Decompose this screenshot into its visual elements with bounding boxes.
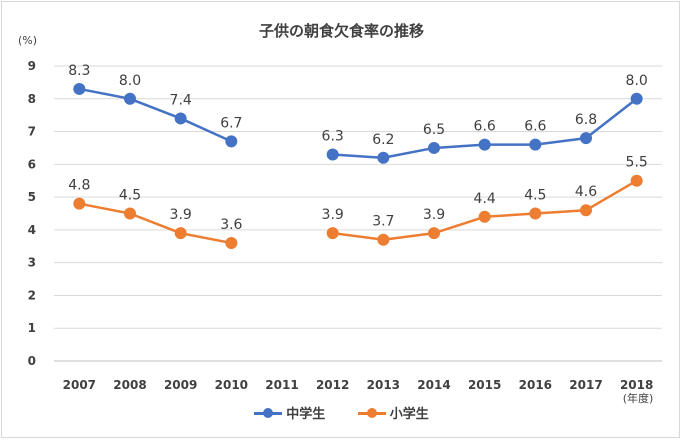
line-junior-high-segment-0 <box>79 87 232 143</box>
x-tick-2018: 2018 <box>620 378 653 392</box>
point-elementary-2010 <box>225 237 238 249</box>
y-tick-7: 7 <box>28 125 36 139</box>
point-junior-high-2016 <box>529 138 542 151</box>
y-tick-4: 4 <box>28 223 36 237</box>
data-label-elementary-2010: 3.6 <box>220 217 242 233</box>
x-tick-2016: 2016 <box>519 378 552 392</box>
data-label-elementary-2016: 4.5 <box>524 188 546 204</box>
data-label-junior-high-2014: 6.5 <box>423 122 445 138</box>
point-elementary-2007 <box>73 197 86 210</box>
y-tick-8: 8 <box>28 92 36 106</box>
chart-title: 子供の朝食欠食率の推移 <box>258 22 424 40</box>
legend-label-elementary: 小学生 <box>389 407 429 422</box>
point-junior-high-2013 <box>377 151 390 164</box>
series-junior-high: 8.3 8.0 7.4 6.7 6.3 6.2 6.5 6.6 6.6 6.8 8.0 <box>68 63 648 164</box>
data-label-junior-high-2009: 7.4 <box>170 92 192 108</box>
y-tick-2: 2 <box>28 288 36 302</box>
data-label-junior-high-2018: 8.0 <box>626 73 648 89</box>
series-elementary: 4.8 4.5 3.9 3.6 3.9 3.7 3.9 4.4 4.5 4.6 5.5 <box>68 155 648 249</box>
data-label-elementary-2015: 4.4 <box>474 191 496 207</box>
point-junior-high-2009 <box>174 112 187 125</box>
point-junior-high-2007 <box>73 82 86 95</box>
point-junior-high-2008 <box>124 92 136 105</box>
legend: 中学生 小学生 <box>0 403 683 423</box>
point-elementary-2016 <box>529 207 542 220</box>
point-elementary-2014 <box>428 227 440 240</box>
x-tick-2011: 2011 <box>265 378 298 392</box>
y-tick-9: 9 <box>28 59 36 73</box>
point-elementary-2012 <box>326 227 339 240</box>
y-axis: 0 1 2 3 4 5 6 7 8 9 <box>28 59 36 368</box>
series-group: 8.3 8.0 7.4 6.7 6.3 6.2 6.5 6.6 6.6 6.8 8.0 4.8 4.5 3… <box>68 63 648 249</box>
x-axis: 2007 2008 2009 2010 2011 2012 2013 2014 2015 2016… <box>63 378 654 392</box>
point-elementary-2008 <box>124 207 136 220</box>
x-tick-2009: 2009 <box>164 378 197 392</box>
point-junior-high-2015 <box>478 138 491 151</box>
x-tick-2012: 2012 <box>316 378 349 392</box>
legend-swatch-junior-high <box>254 407 283 419</box>
data-label-junior-high-2008: 8.0 <box>119 73 141 89</box>
data-label-elementary-2017: 4.6 <box>575 184 597 200</box>
data-label-junior-high-2007: 8.3 <box>68 63 90 79</box>
point-elementary-2013 <box>377 233 390 246</box>
x-tick-2015: 2015 <box>468 378 501 392</box>
data-label-junior-high-2010: 6.7 <box>220 115 242 131</box>
x-tick-2010: 2010 <box>215 378 248 392</box>
legend-item-junior-high: 中学生 <box>254 403 325 422</box>
x-tick-2007: 2007 <box>63 378 96 392</box>
data-label-elementary-2009: 3.9 <box>170 207 192 223</box>
y-tick-1: 1 <box>28 321 36 335</box>
y-tick-5: 5 <box>28 190 36 204</box>
x-tick-2017: 2017 <box>569 378 602 392</box>
point-elementary-2018 <box>630 174 643 187</box>
data-label-junior-high-2015: 6.6 <box>474 119 496 135</box>
x-axis-unit: (年度) <box>623 391 654 405</box>
data-label-junior-high-2013: 6.2 <box>372 132 394 148</box>
point-elementary-2017 <box>580 204 592 217</box>
point-junior-high-2012 <box>326 148 339 161</box>
point-elementary-2015 <box>478 210 491 223</box>
point-junior-high-2010 <box>225 135 238 148</box>
x-tick-2008: 2008 <box>113 378 146 392</box>
x-tick-2014: 2014 <box>417 378 450 392</box>
data-label-junior-high-2016: 6.6 <box>524 119 546 135</box>
y-tick-3: 3 <box>28 256 36 270</box>
line-elementary-segment-0 <box>79 202 232 245</box>
x-tick-2013: 2013 <box>367 378 400 392</box>
data-label-elementary-2014: 3.9 <box>423 207 445 223</box>
data-label-elementary-2018: 5.5 <box>626 155 648 171</box>
data-label-elementary-2007: 4.8 <box>68 178 90 194</box>
data-label-elementary-2008: 4.5 <box>119 188 141 204</box>
point-junior-high-2017 <box>580 132 592 145</box>
legend-item-elementary: 小学生 <box>357 403 429 422</box>
point-elementary-2009 <box>174 227 187 240</box>
y-tick-6: 6 <box>28 157 36 171</box>
data-label-junior-high-2012: 6.3 <box>322 129 344 145</box>
legend-swatch-elementary <box>357 407 386 419</box>
data-label-elementary-2012: 3.9 <box>322 207 344 223</box>
gridlines <box>54 65 662 362</box>
data-label-elementary-2013: 3.7 <box>372 214 394 230</box>
data-label-junior-high-2017: 6.8 <box>575 112 597 128</box>
y-axis-unit: (%) <box>18 34 37 47</box>
point-junior-high-2014 <box>428 141 440 154</box>
y-tick-0: 0 <box>28 354 36 368</box>
legend-label-junior-high: 中学生 <box>286 407 326 422</box>
point-junior-high-2018 <box>630 92 643 105</box>
